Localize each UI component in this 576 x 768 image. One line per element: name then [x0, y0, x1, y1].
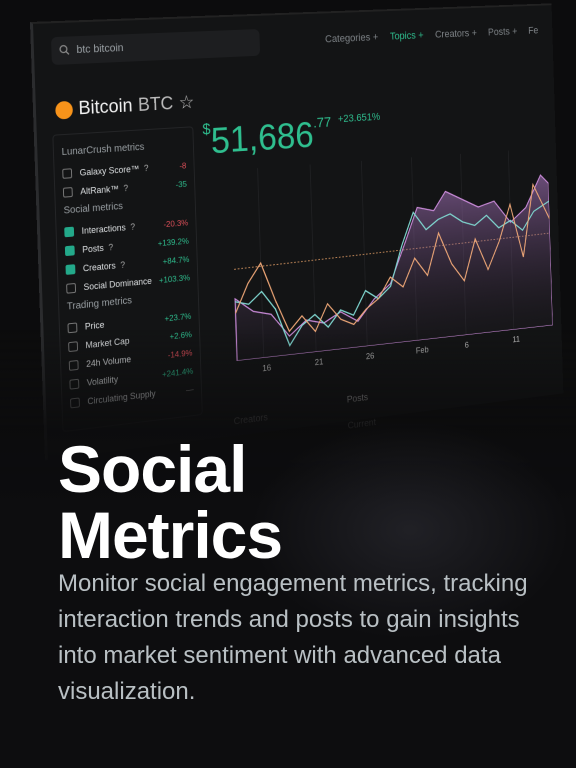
nav-item[interactable]: Categories +	[324, 31, 379, 46]
x-labels: 162126Feb611	[33, 5, 552, 373]
fade-overlay	[0, 330, 576, 768]
checkbox[interactable]	[66, 282, 77, 294]
chart-lines	[204, 148, 553, 364]
search-text: btc bitcoin	[76, 42, 124, 56]
metric-value: +103.3%	[158, 271, 191, 285]
metric-label: Social Dominance	[83, 275, 153, 292]
glow	[250, 420, 570, 640]
search-bar[interactable]: btc bitcoin	[50, 29, 261, 66]
price-cents: .77	[312, 114, 332, 132]
price-whole: 51,686	[210, 115, 315, 162]
checkbox[interactable]	[62, 186, 73, 198]
checkbox[interactable]	[64, 244, 75, 256]
metric-value: +23.7%	[164, 310, 192, 323]
help-icon: ?	[123, 182, 129, 193]
metric-label: Interactions	[81, 221, 126, 236]
headline: Social Metrics	[58, 432, 283, 572]
price-change: +23.651%	[337, 111, 381, 126]
help-icon: ?	[108, 241, 114, 252]
metric-label: Posts	[82, 242, 104, 255]
metric-value: -8	[179, 160, 187, 171]
checkbox[interactable]	[65, 263, 76, 275]
app-screen: btc bitcoin Categories + Topics + Creators…	[30, 3, 564, 461]
group-title: LunarCrush metrics	[61, 141, 145, 159]
favorite-star[interactable]: ☆	[178, 92, 195, 114]
checkbox[interactable]	[64, 226, 75, 237]
metric-label: Creators	[82, 260, 116, 273]
metric-value: +84.7%	[162, 253, 190, 266]
price: $51,686.77 +23.651%	[202, 111, 381, 163]
metric-value: -20.3%	[163, 217, 189, 229]
asset-title: Bitcoin BTC ☆	[55, 91, 195, 121]
asset-symbol: BTC	[137, 93, 174, 116]
metric-value: +139.2%	[157, 235, 189, 248]
nav-item[interactable]: Topics +	[389, 29, 424, 43]
help-icon: ?	[130, 221, 136, 232]
nav-item[interactable]: Posts +	[487, 26, 518, 39]
asset-name: Bitcoin	[78, 95, 133, 119]
description: Monitor social engagement metrics, track…	[58, 570, 528, 705]
metric-label: AltRank™	[80, 183, 119, 196]
interactions-area	[232, 174, 553, 360]
nav-item[interactable]: Fe	[528, 25, 539, 37]
help-icon: ?	[120, 259, 126, 270]
coin-icon	[55, 100, 74, 120]
checkbox[interactable]	[62, 167, 73, 179]
search-icon	[59, 45, 70, 56]
metric-label: Galaxy Score™	[79, 163, 140, 178]
nav-item[interactable]: Creators +	[434, 27, 478, 41]
nav: Categories + Topics + Creators + Posts + Fe	[325, 25, 539, 45]
metric-value: -35	[175, 178, 188, 189]
headline-line: Social	[58, 432, 247, 506]
help-icon: ?	[143, 162, 149, 173]
headline-line: Metrics	[58, 498, 283, 572]
